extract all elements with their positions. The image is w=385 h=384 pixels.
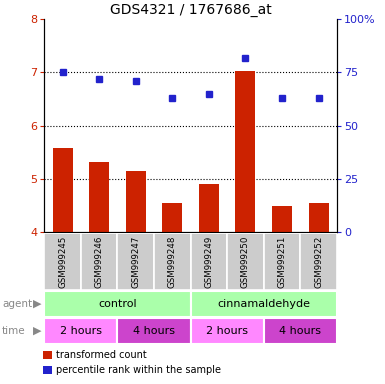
Text: GSM999250: GSM999250 bbox=[241, 235, 250, 288]
Text: agent: agent bbox=[2, 299, 32, 309]
Text: GSM999252: GSM999252 bbox=[314, 235, 323, 288]
Bar bbox=[235, 71, 256, 232]
Text: 2 hours: 2 hours bbox=[206, 326, 248, 336]
Bar bbox=[227, 233, 264, 290]
Legend: transformed count, percentile rank within the sample: transformed count, percentile rank withi… bbox=[40, 346, 225, 379]
Bar bbox=[308, 203, 329, 232]
Text: 4 hours: 4 hours bbox=[279, 326, 321, 336]
Bar bbox=[126, 171, 146, 232]
Bar bbox=[117, 233, 154, 290]
Bar bbox=[191, 233, 227, 290]
Text: time: time bbox=[2, 326, 25, 336]
Text: GSM999246: GSM999246 bbox=[95, 235, 104, 288]
Text: GSM999249: GSM999249 bbox=[204, 235, 213, 288]
Bar bbox=[162, 203, 182, 232]
Text: GSM999251: GSM999251 bbox=[278, 235, 286, 288]
Text: ▶: ▶ bbox=[33, 326, 42, 336]
Bar bbox=[154, 233, 191, 290]
Text: control: control bbox=[98, 299, 137, 309]
Text: ▶: ▶ bbox=[33, 299, 42, 309]
Bar bbox=[300, 233, 337, 290]
Bar bbox=[44, 318, 117, 344]
Bar bbox=[199, 184, 219, 232]
Bar bbox=[272, 206, 292, 232]
Text: GSM999247: GSM999247 bbox=[131, 235, 140, 288]
Bar bbox=[52, 148, 73, 232]
Text: 2 hours: 2 hours bbox=[60, 326, 102, 336]
Text: GSM999248: GSM999248 bbox=[168, 235, 177, 288]
Bar bbox=[89, 162, 109, 232]
Title: GDS4321 / 1767686_at: GDS4321 / 1767686_at bbox=[110, 3, 271, 17]
Text: GSM999245: GSM999245 bbox=[58, 235, 67, 288]
Bar bbox=[191, 318, 264, 344]
Bar bbox=[117, 318, 191, 344]
Text: 4 hours: 4 hours bbox=[133, 326, 175, 336]
Bar bbox=[44, 291, 191, 317]
Text: cinnamaldehyde: cinnamaldehyde bbox=[217, 299, 310, 309]
Bar bbox=[264, 318, 337, 344]
Bar bbox=[44, 233, 81, 290]
Bar bbox=[264, 233, 300, 290]
Bar bbox=[191, 291, 337, 317]
Bar bbox=[81, 233, 117, 290]
